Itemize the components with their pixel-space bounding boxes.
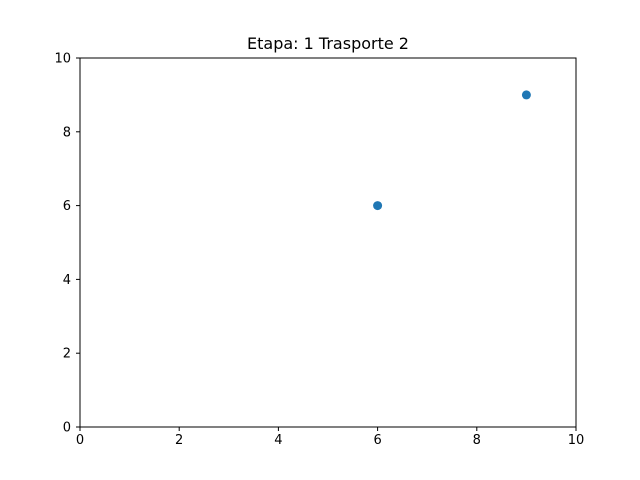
y-tick-label: 2	[63, 347, 71, 362]
scatter-point	[521, 90, 531, 100]
y-tick-label: 8	[63, 125, 71, 140]
x-tick-label: 4	[274, 433, 282, 448]
x-tick-label: 6	[373, 433, 381, 448]
plot-area-frame	[79, 57, 577, 428]
data-points	[373, 90, 531, 211]
y-axis: 0 2 4 6 8 10	[54, 52, 80, 436]
chart-title: Etapa: 1 Trasporte 2	[247, 34, 409, 53]
x-tick-label: 10	[568, 433, 585, 448]
x-tick-label: 2	[175, 433, 183, 448]
y-tick-label: 10	[54, 52, 71, 67]
y-tick-label: 4	[63, 273, 71, 288]
x-axis: 0 2 4 6 8 10	[76, 427, 584, 448]
y-tick-label: 0	[63, 421, 71, 436]
x-tick-label: 8	[473, 433, 481, 448]
scatter-point	[373, 201, 383, 211]
y-tick-label: 6	[63, 199, 71, 214]
x-tick-label: 0	[76, 433, 84, 448]
